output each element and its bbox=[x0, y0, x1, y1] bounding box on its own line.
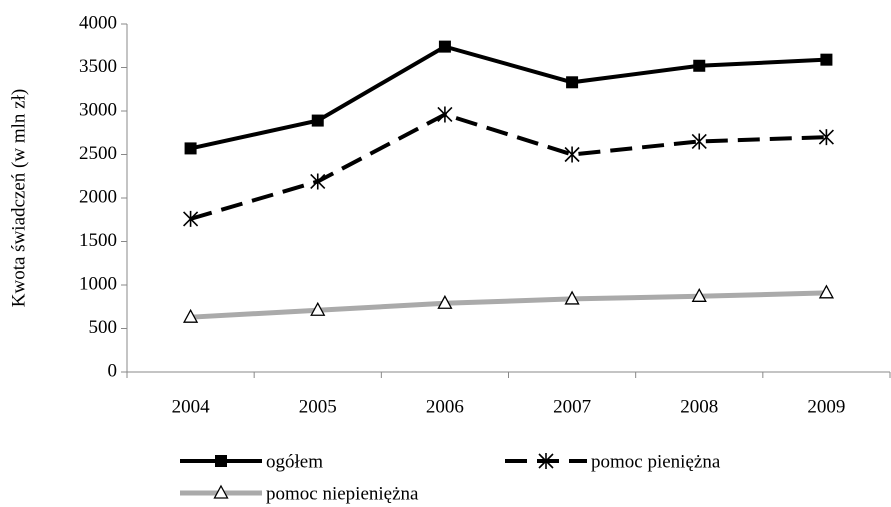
marker bbox=[184, 142, 197, 155]
marker bbox=[691, 287, 707, 302]
marker bbox=[213, 484, 229, 499]
y-axis-label: Kwota świadczeń (w mln zł) bbox=[8, 89, 29, 307]
marker bbox=[183, 210, 199, 227]
marker bbox=[564, 290, 580, 305]
y-tick-label: 1000 bbox=[79, 273, 117, 294]
x-tick-label: 2004 bbox=[172, 396, 211, 417]
legend-label: pomoc pieniężna bbox=[591, 451, 721, 472]
legend-label: ogółem bbox=[266, 451, 323, 472]
marker bbox=[566, 76, 579, 89]
y-tick-label: 1500 bbox=[79, 230, 117, 251]
y-tick-label: 3500 bbox=[79, 56, 117, 77]
series-line bbox=[190, 290, 827, 320]
marker bbox=[310, 301, 326, 316]
marker bbox=[538, 453, 554, 469]
series-line bbox=[190, 112, 827, 221]
y-tick-label: 2500 bbox=[79, 143, 117, 164]
x-tick-label: 2006 bbox=[426, 396, 464, 417]
x-tick-label: 2008 bbox=[680, 396, 718, 417]
legend-label: pomoc niepieniężna bbox=[266, 483, 419, 504]
marker bbox=[437, 106, 453, 123]
marker bbox=[820, 53, 833, 66]
marker bbox=[437, 294, 453, 309]
y-tick-label: 4000 bbox=[79, 12, 117, 33]
x-tick-label: 2007 bbox=[553, 396, 591, 417]
marker bbox=[182, 308, 199, 323]
marker bbox=[818, 129, 834, 146]
series-line bbox=[190, 44, 827, 151]
marker bbox=[311, 114, 324, 127]
x-tick-label: 2009 bbox=[807, 396, 845, 417]
marker bbox=[438, 40, 451, 53]
marker bbox=[691, 133, 707, 150]
marker bbox=[693, 59, 706, 72]
marker bbox=[818, 284, 835, 299]
x-tick-label: 2005 bbox=[299, 396, 337, 417]
y-tick-label: 0 bbox=[108, 360, 118, 381]
marker bbox=[310, 173, 326, 190]
y-tick-label: 500 bbox=[89, 317, 118, 338]
y-tick-label: 2000 bbox=[79, 186, 117, 207]
y-tick-label: 3000 bbox=[79, 99, 117, 120]
marker bbox=[215, 455, 227, 467]
marker bbox=[564, 146, 580, 163]
